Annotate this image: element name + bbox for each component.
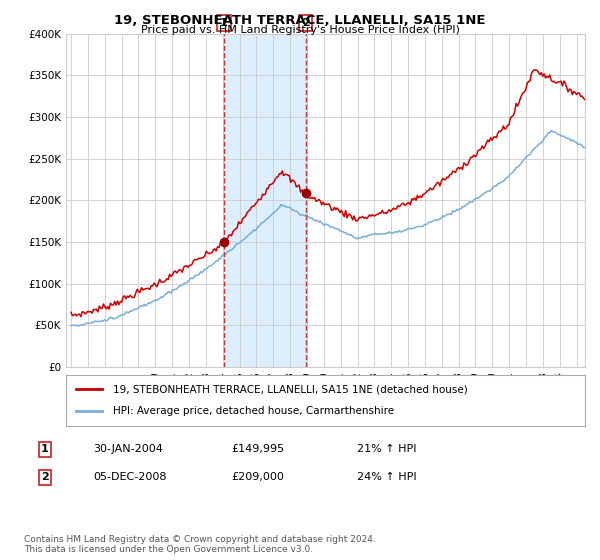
Text: 1: 1 [220,18,228,28]
Text: 2: 2 [302,18,310,28]
Text: £149,995: £149,995 [231,444,284,454]
Text: 24% ↑ HPI: 24% ↑ HPI [357,472,416,482]
Text: 21% ↑ HPI: 21% ↑ HPI [357,444,416,454]
Text: 05-DEC-2008: 05-DEC-2008 [93,472,167,482]
Text: 2: 2 [41,472,49,482]
Text: Contains HM Land Registry data © Crown copyright and database right 2024.
This d: Contains HM Land Registry data © Crown c… [24,535,376,554]
Text: Price paid vs. HM Land Registry's House Price Index (HPI): Price paid vs. HM Land Registry's House … [140,25,460,35]
Text: 1: 1 [41,444,49,454]
Text: £209,000: £209,000 [231,472,284,482]
Text: 30-JAN-2004: 30-JAN-2004 [93,444,163,454]
Text: 19, STEBONHEATH TERRACE, LLANELLI, SA15 1NE: 19, STEBONHEATH TERRACE, LLANELLI, SA15 … [114,14,486,27]
Bar [224,34,305,367]
Text: HPI: Average price, detached house, Carmarthenshire: HPI: Average price, detached house, Carm… [113,407,394,417]
Text: 19, STEBONHEATH TERRACE, LLANELLI, SA15 1NE (detached house): 19, STEBONHEATH TERRACE, LLANELLI, SA15 … [113,384,467,394]
